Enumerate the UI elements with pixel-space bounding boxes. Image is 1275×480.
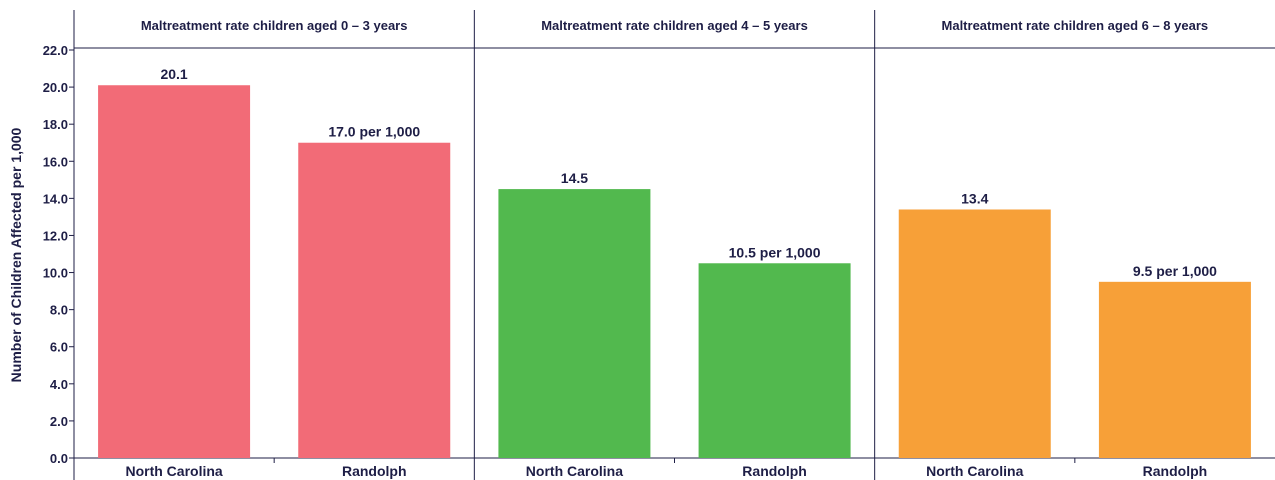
- bar: [498, 189, 651, 458]
- x-category-label: North Carolina: [125, 463, 222, 479]
- bar: [1098, 281, 1251, 458]
- bar: [298, 142, 451, 458]
- bar-data-label: 14.5: [561, 170, 588, 186]
- y-tick-label: 0.0: [50, 451, 68, 466]
- x-category-label: North Carolina: [526, 463, 623, 479]
- bar: [98, 85, 251, 459]
- bar: [698, 263, 851, 458]
- y-tick-label: 18.0: [43, 117, 68, 132]
- chart-panels: Maltreatment rate children aged 0 – 3 ye…: [74, 10, 1275, 480]
- y-tick-label: 6.0: [50, 340, 68, 355]
- y-tick-label: 10.0: [43, 266, 68, 281]
- x-category-label: North Carolina: [926, 463, 1023, 479]
- y-tick-label: 2.0: [50, 414, 68, 429]
- y-tick-label: 20.0: [43, 80, 68, 95]
- y-axis-title: Number of Children Affected per 1,000: [8, 127, 24, 382]
- bar: [898, 209, 1051, 458]
- x-category-label: Randolph: [342, 463, 407, 479]
- bar-data-label: 10.5 per 1,000: [729, 244, 821, 260]
- panel: Maltreatment rate children aged 6 – 8 ye…: [874, 10, 1275, 480]
- y-tick-label: 14.0: [43, 191, 68, 206]
- bar-data-label: 17.0 per 1,000: [328, 124, 420, 140]
- y-tick-label: 22.0: [43, 43, 68, 58]
- y-tick-label: 12.0: [43, 228, 68, 243]
- bar-data-label: 13.4: [961, 190, 988, 206]
- panel: Maltreatment rate children aged 0 – 3 ye…: [74, 18, 475, 479]
- bar-data-label: 20.1: [160, 66, 187, 82]
- panel-title: Maltreatment rate children aged 4 – 5 ye…: [541, 18, 808, 33]
- x-category-label: Randolph: [742, 463, 807, 479]
- y-tick-label: 8.0: [50, 303, 68, 318]
- panel-title: Maltreatment rate children aged 6 – 8 ye…: [942, 18, 1209, 33]
- y-tick-label: 4.0: [50, 377, 68, 392]
- bar-data-label: 9.5 per 1,000: [1133, 263, 1217, 279]
- panel-title: Maltreatment rate children aged 0 – 3 ye…: [141, 18, 408, 33]
- x-category-label: Randolph: [1143, 463, 1208, 479]
- y-tick-label: 16.0: [43, 154, 68, 169]
- panel: Maltreatment rate children aged 4 – 5 ye…: [473, 10, 875, 480]
- y-axis: 0.0 2.0 4.0 6.0 8.0 10.0 12.0 14.0 16.0 18.0 20.0 2…: [43, 10, 75, 480]
